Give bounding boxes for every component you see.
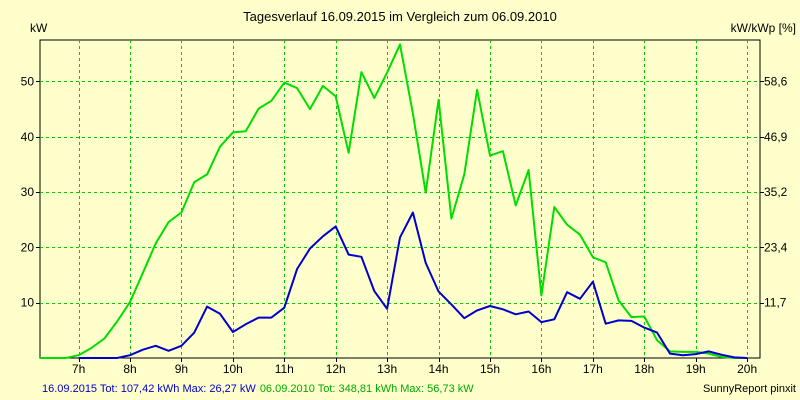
footer-stats-2015: 16.09.2015 Tot: 107,42 kWh Max: 26,27 kW: [42, 383, 256, 395]
series-lines: [40, 43, 748, 359]
y-tick-label-right: 23,4: [764, 240, 788, 254]
y-tick-label-right: 46,9: [764, 130, 788, 144]
plot-area: [39, 39, 761, 359]
y-tick-label-left: 50: [21, 74, 35, 88]
x-tick-label: 13h: [377, 362, 397, 376]
tick-labels: 7h 8h 9h 10h 11h 12h 13h 14h 15h 16h 17h 18h 19h 20h 1…: [21, 74, 788, 376]
x-tick-label: 16h: [531, 362, 551, 376]
chart-title: Tagesverlauf 16.09.2015 im Vergleich zum…: [243, 9, 557, 24]
y-tick-label-left: 10: [21, 296, 35, 310]
series-line-16-09-2015: [78, 211, 748, 359]
x-tick-label: 17h: [583, 362, 603, 376]
x-tick-label: 14h: [429, 362, 449, 376]
y-tick-label-left: 40: [21, 130, 35, 144]
x-tick-label: 7h: [72, 362, 85, 376]
footer-stats: 16.09.2015 Tot: 107,42 kWh Max: 26,27 kW…: [42, 383, 474, 395]
x-tick-label: 10h: [223, 362, 243, 376]
x-tick-label: 20h: [737, 362, 757, 376]
x-tick-label: 8h: [123, 362, 136, 376]
y-tick-label-right: 11,7: [764, 296, 787, 310]
y-axis-label-right: kW/kWp [%]: [731, 21, 796, 35]
y-axis-label-left: kW: [30, 21, 48, 35]
y-tick-label-left: 30: [21, 185, 35, 199]
footer-credit: SunnyReport pinxit: [703, 383, 796, 395]
x-tick-label: 18h: [634, 362, 654, 376]
footer-stats-2010: 06.09.2010 Tot: 348,81 kWh Max: 56,73 kW: [260, 383, 474, 395]
x-tick-label: 9h: [175, 362, 188, 376]
x-tick-label: 12h: [326, 362, 346, 376]
x-tick-label: 15h: [480, 362, 500, 376]
y-tick-label-right: 58,6: [764, 74, 788, 88]
x-tick-label: 19h: [686, 362, 706, 376]
y-tick-label-right: 35,2: [764, 185, 788, 199]
x-tick-label: 11h: [275, 362, 294, 376]
y-tick-label-left: 20: [21, 240, 35, 254]
series-line-06-09-2010: [40, 43, 748, 359]
